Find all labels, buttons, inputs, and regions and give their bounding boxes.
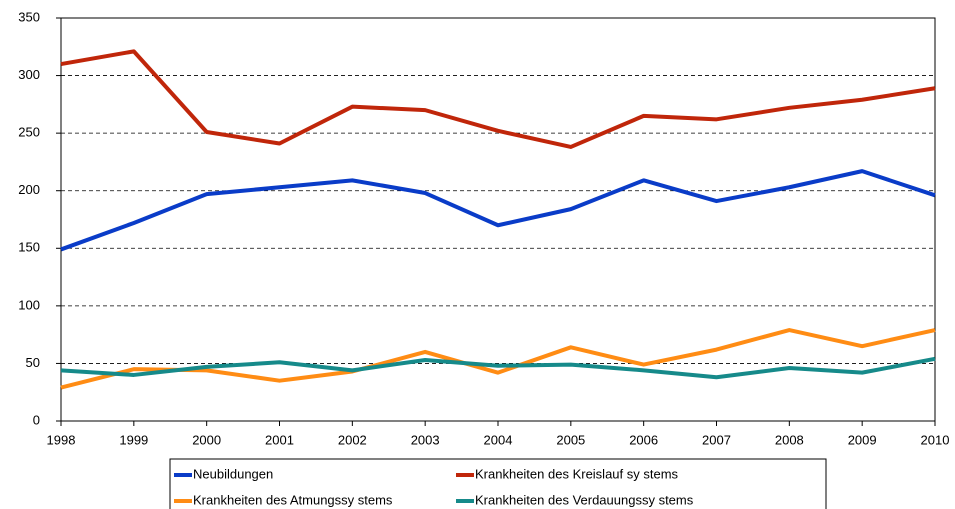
x-tick-label: 2005 bbox=[556, 432, 585, 447]
x-tick-label: 1999 bbox=[119, 432, 148, 447]
legend-label: Krankheiten des Atmungssy stems bbox=[193, 492, 393, 507]
y-tick-label: 50 bbox=[26, 355, 40, 370]
legend-label: Krankheiten des Kreislauf sy stems bbox=[475, 466, 679, 481]
x-tick-label: 2009 bbox=[848, 432, 877, 447]
x-tick-label: 2010 bbox=[921, 432, 950, 447]
y-tick-label: 300 bbox=[18, 67, 40, 82]
x-tick-label: 2006 bbox=[629, 432, 658, 447]
x-tick-label: 2008 bbox=[775, 432, 804, 447]
series-line bbox=[60, 169, 936, 252]
series-line bbox=[60, 356, 936, 380]
y-tick-label: 350 bbox=[18, 9, 40, 24]
x-tick-label: 1998 bbox=[47, 432, 76, 447]
legend-label: Neubildungen bbox=[193, 466, 273, 481]
x-tick-label: 2001 bbox=[265, 432, 294, 447]
y-tick-label: 250 bbox=[18, 125, 40, 140]
plot-frame bbox=[60, 17, 936, 422]
y-tick-label: 0 bbox=[33, 412, 40, 427]
y-tick-label: 150 bbox=[18, 240, 40, 255]
x-tick-label: 2004 bbox=[484, 432, 513, 447]
legend-label: Krankheiten des Verdauungssy stems bbox=[475, 492, 694, 507]
x-tick-label: 2002 bbox=[338, 432, 367, 447]
series-line bbox=[60, 49, 936, 149]
x-tick-label: 2003 bbox=[411, 432, 440, 447]
x-tick-label: 2000 bbox=[192, 432, 221, 447]
legend-box bbox=[169, 458, 827, 509]
series-line bbox=[60, 328, 936, 390]
y-tick-label: 200 bbox=[18, 182, 40, 197]
x-tick-label: 2007 bbox=[702, 432, 731, 447]
y-tick-label: 100 bbox=[18, 297, 40, 312]
